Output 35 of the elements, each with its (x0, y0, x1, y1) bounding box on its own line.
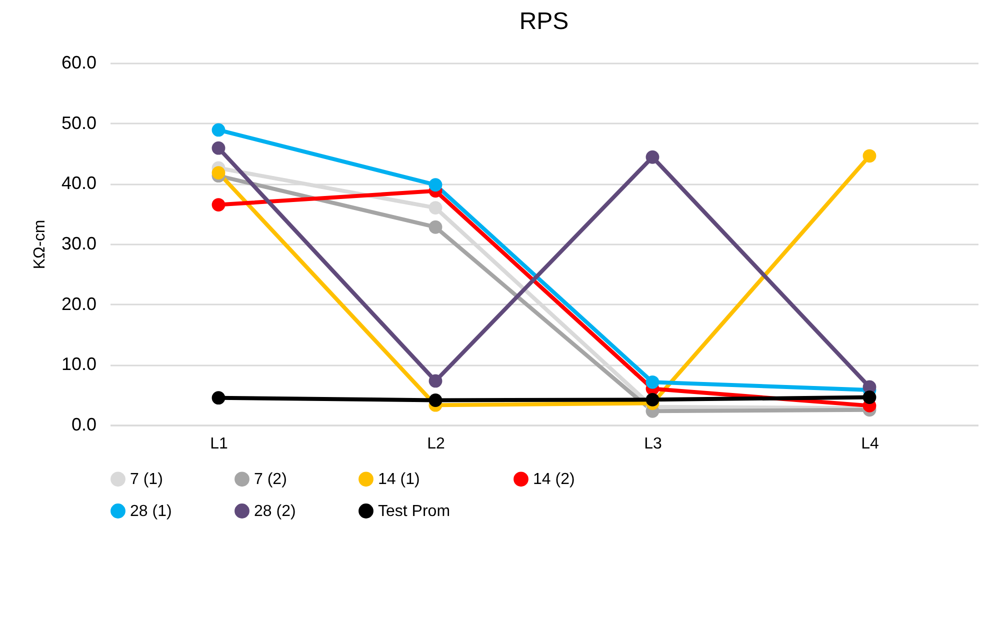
x-tick-label: L2 (427, 436, 445, 452)
point (212, 391, 226, 405)
x-tick-label: L1 (210, 436, 228, 452)
legend-label: 28 (1) (130, 503, 172, 520)
legend-label: 7 (2) (254, 471, 287, 488)
y-tick-label: 10.0 (61, 354, 96, 374)
point (428, 220, 442, 234)
y-tick-label: 0.0 (71, 414, 96, 434)
x-tick-label: L4 (861, 436, 879, 452)
point (428, 394, 442, 407)
point (428, 201, 442, 214)
point (862, 390, 876, 404)
point (212, 141, 226, 155)
y-tick-label: 40.0 (61, 173, 96, 194)
point (212, 123, 226, 137)
y-tick-label: 30.0 (61, 234, 96, 254)
point (646, 150, 660, 164)
point (212, 198, 226, 212)
y-tick-label: 20.0 (61, 294, 96, 314)
point (428, 374, 442, 388)
y-axis-title: KΩ-cm (31, 220, 48, 270)
legend-label: Test Prom (378, 503, 450, 520)
chart-title: RPS (519, 8, 569, 35)
y-tick-label: 50.0 (61, 112, 96, 133)
point (646, 392, 660, 406)
y-tick-label: 60.0 (61, 52, 96, 72)
point (862, 149, 876, 163)
x-tick-label: L3 (644, 436, 662, 452)
point (646, 375, 660, 389)
point (428, 178, 442, 192)
point (212, 166, 226, 180)
legend-label: 7 (1) (130, 471, 163, 488)
legend-label: 28 (2) (254, 503, 296, 520)
legend-label: 14 (1) (378, 471, 420, 488)
legend-label: 14 (2) (533, 471, 575, 488)
